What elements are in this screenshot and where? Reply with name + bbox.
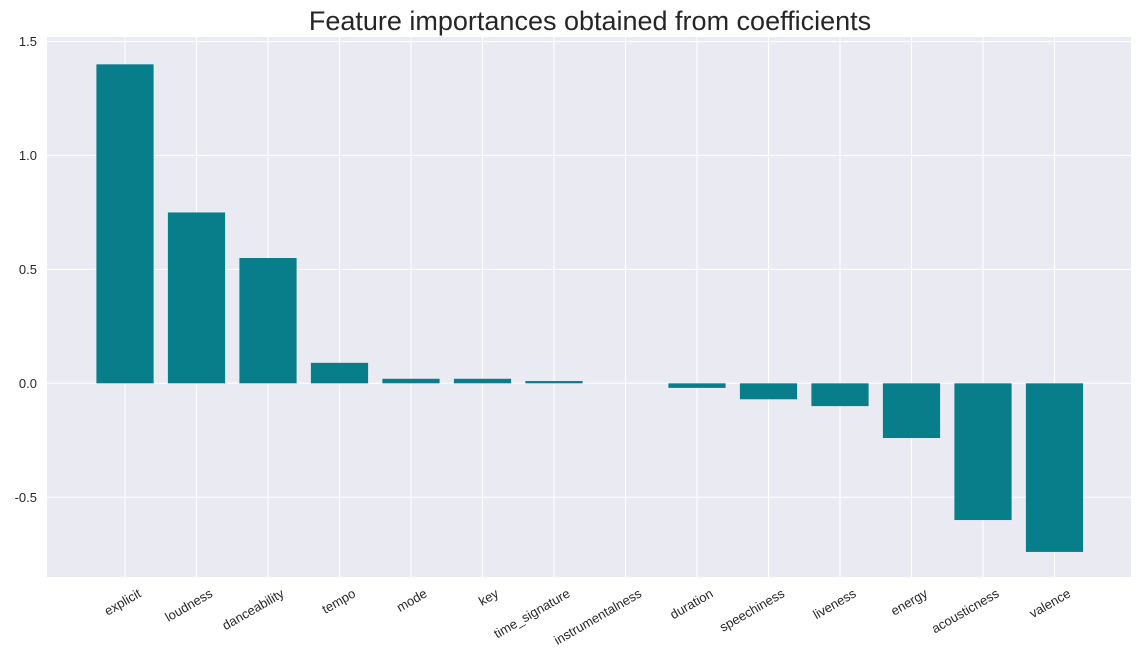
y-tick-label: -0.5 <box>15 490 37 505</box>
x-tick-label: mode <box>394 586 430 615</box>
bar-duration <box>668 383 726 388</box>
y-tick-label: 0.5 <box>19 262 37 277</box>
x-tick-label: liveness <box>810 585 859 622</box>
x-tick-label: key <box>476 585 501 608</box>
bar-time_signature <box>525 381 583 384</box>
bar-liveness <box>811 383 869 407</box>
bar-loudness <box>167 212 226 384</box>
bars <box>96 64 1084 552</box>
y-tick-label: 0.0 <box>19 376 37 391</box>
plot-area <box>47 37 1131 577</box>
bar-tempo <box>310 362 369 384</box>
x-tick-label: acousticness <box>929 585 1002 636</box>
bar-acousticness <box>954 383 1012 521</box>
x-tick-label: duration <box>667 586 715 622</box>
bar-key <box>453 378 512 384</box>
bar-danceability <box>239 258 297 384</box>
x-axis-tick-labels: explicit loudness danceability tempo mode key… <box>102 585 1073 647</box>
x-tick-label: speechiness <box>717 585 788 634</box>
x-tick-label: explicit <box>102 585 144 618</box>
bar-mode <box>382 378 440 384</box>
y-axis-tick-labels: -0.5 0.0 0.5 1.0 1.5 <box>15 34 37 505</box>
x-tick-label: valence <box>1027 586 1073 621</box>
x-tick-label: danceability <box>220 585 287 633</box>
y-tick-label: 1.5 <box>19 34 37 49</box>
bar-valence <box>1025 383 1084 552</box>
bar-explicit <box>96 64 154 384</box>
x-tick-label: loudness <box>162 585 215 624</box>
bar-speechiness <box>739 383 798 400</box>
bar-energy <box>882 383 941 439</box>
x-tick-label: energy <box>888 585 930 618</box>
x-tick-label: tempo <box>319 586 358 617</box>
y-tick-label: 1.0 <box>19 148 37 163</box>
chart-title: Feature importances obtained from coeffi… <box>309 6 871 36</box>
